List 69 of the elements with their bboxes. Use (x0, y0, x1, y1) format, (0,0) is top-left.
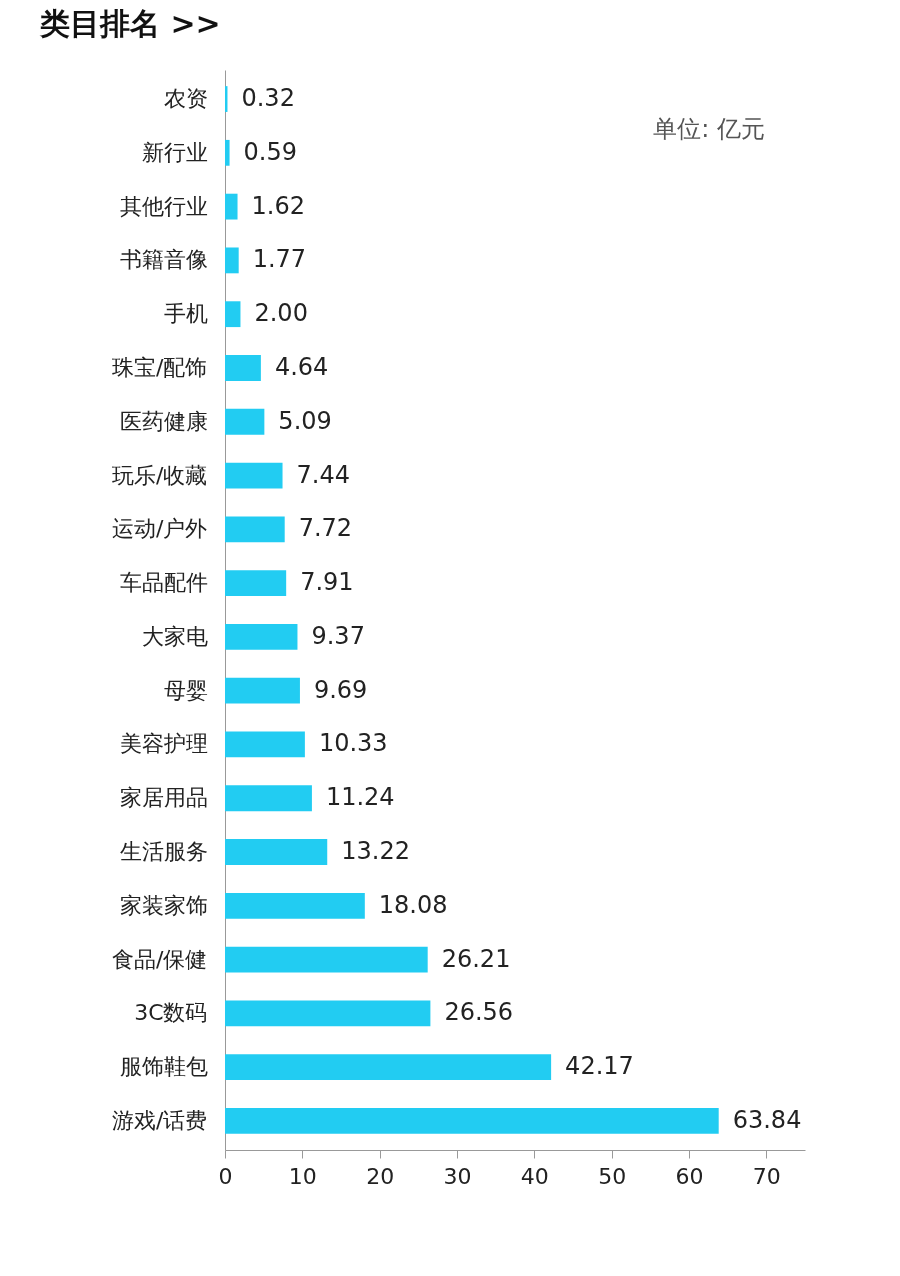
data-label: 9.69 (313, 675, 368, 704)
x-tick-label: 10 (288, 1163, 317, 1189)
data-label: 18.08 (378, 890, 448, 919)
bar (225, 247, 239, 274)
data-label: 2.00 (254, 299, 308, 328)
bar (225, 139, 230, 166)
y-tick-label: 美容护理 (119, 731, 208, 757)
y-tick-label: 珠宝/配饰 (112, 354, 208, 380)
bar (225, 193, 238, 220)
y-tick-label: 医药健康 (119, 408, 208, 434)
bar (225, 623, 298, 650)
y-tick-label: 母婴 (163, 677, 208, 703)
data-label: 1.77 (252, 245, 307, 274)
bar (225, 1108, 719, 1134)
data-label: 11.24 (325, 783, 395, 812)
data-label: 13.22 (341, 837, 410, 866)
y-tick-label: 新行业 (141, 139, 208, 165)
data-label: 0.32 (241, 84, 295, 113)
x-tick-label: 30 (443, 1163, 472, 1189)
y-tick-label: 其他行业 (119, 193, 208, 219)
bar (225, 408, 265, 435)
y-tick-label: 车品配件 (119, 570, 208, 596)
data-label: 7.72 (298, 514, 353, 543)
x-tick-label: 50 (598, 1163, 627, 1189)
bar (225, 839, 328, 865)
data-label: 10.33 (318, 729, 388, 758)
x-tick-label: 60 (675, 1163, 704, 1189)
x-tick-label: 0 (218, 1163, 233, 1189)
data-label: 4.64 (274, 352, 329, 381)
y-tick-label: 家居用品 (119, 785, 208, 811)
y-tick-label: 3C数码 (134, 1000, 208, 1026)
data-label: 1.62 (251, 191, 305, 220)
data-label: 26.21 (441, 944, 511, 973)
y-tick-label: 运动/户外 (112, 516, 208, 542)
y-tick-label: 食品/保健 (112, 946, 208, 972)
y-tick-label: 家装家饰 (119, 892, 208, 918)
y-tick-label: 大家电 (141, 623, 208, 649)
y-tick-label: 书籍音像 (119, 247, 208, 273)
y-tick-label: 玩乐/收藏 (112, 462, 208, 488)
data-label: 26.56 (444, 998, 514, 1027)
bar (225, 677, 300, 704)
bar (225, 1000, 431, 1027)
bar (225, 785, 312, 812)
bar (225, 731, 305, 758)
bar (225, 516, 285, 543)
data-label: 42.17 (565, 1052, 634, 1081)
y-tick-label: 服饰鞋包 (119, 1054, 208, 1080)
data-label: 7.91 (300, 568, 354, 597)
data-label: 9.37 (311, 621, 365, 650)
x-tick-label: 70 (752, 1163, 781, 1189)
bar (225, 946, 428, 973)
bar (225, 570, 287, 597)
data-label: 5.09 (278, 406, 332, 435)
data-label: 63.84 (732, 1105, 802, 1134)
bar (225, 1054, 552, 1081)
chart-title: 类目排名 >> (39, 6, 221, 41)
y-tick-label: 游戏/话费 (112, 1107, 208, 1133)
y-tick-label: 农资 (163, 86, 208, 112)
bar (225, 462, 283, 489)
bar (225, 355, 261, 381)
bar (225, 301, 241, 328)
data-label: 0.59 (243, 137, 297, 166)
x-tick-label: 40 (520, 1163, 549, 1189)
annotation: 单位: 亿元 (653, 115, 765, 143)
y-tick-label: 手机 (163, 301, 208, 327)
y-tick-label: 生活服务 (119, 839, 208, 865)
x-tick-label: 20 (366, 1163, 395, 1189)
data-label: 7.44 (296, 460, 350, 489)
bar (225, 892, 365, 919)
